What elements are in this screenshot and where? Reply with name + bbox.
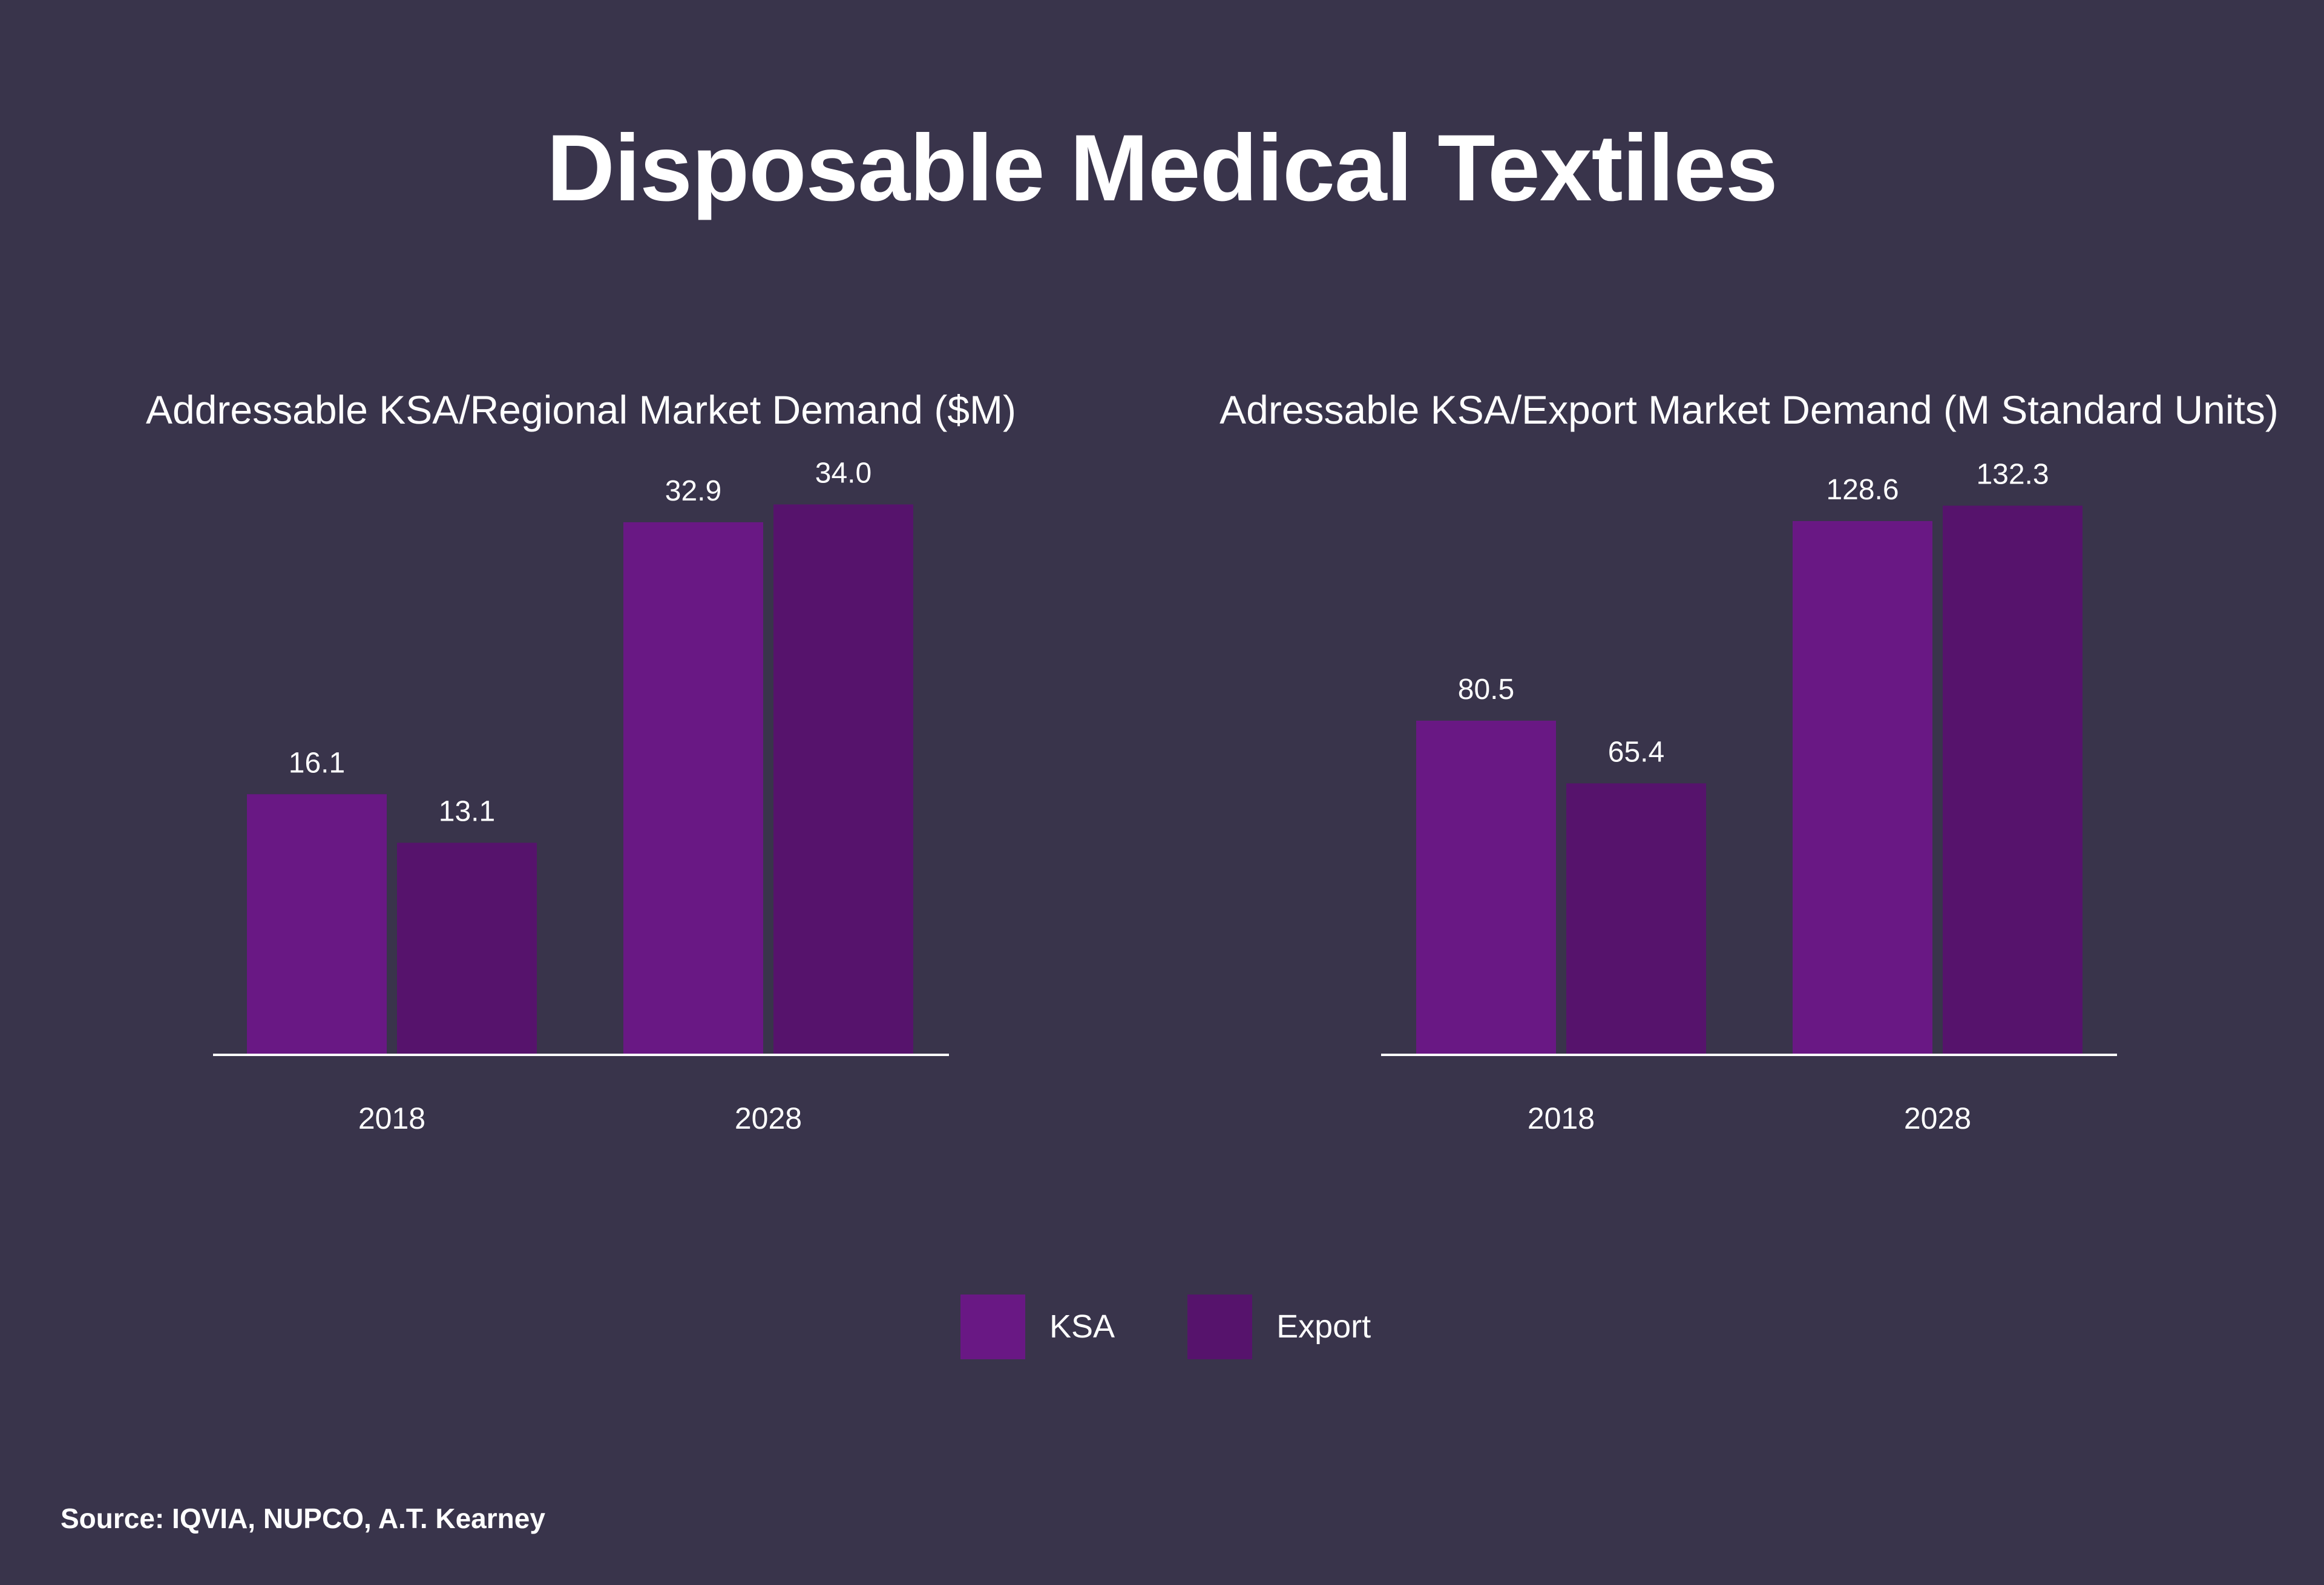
legend-item-export: Export: [1187, 1294, 1371, 1359]
data-label-ksa-2028: 32.9: [665, 475, 721, 507]
legend-swatch-export: [1187, 1294, 1253, 1359]
x-tick-label-2028: 2028: [1904, 1101, 1971, 1135]
bar-export-2018: [397, 842, 537, 1055]
chart-2-title: Adressable KSA/Export Market Demand (M S…: [1219, 387, 2279, 432]
data-label-ksa-2028: 128.6: [1826, 474, 1899, 506]
source-note: Source: IQVIA, NUPCO, A.T. Kearney: [61, 1503, 545, 1534]
x-tick-label-2018: 2018: [358, 1101, 425, 1135]
x-tick-label-2028: 2028: [735, 1101, 802, 1135]
legend-label-ksa: KSA: [1049, 1308, 1115, 1345]
bar-ksa-2028: [1793, 520, 1932, 1055]
bar-export-2028: [1943, 505, 2083, 1055]
page-title: Disposable Medical Textiles: [547, 116, 1778, 221]
data-label-export-2028: 34.0: [815, 458, 872, 490]
chart-1-title: Addressable KSA/Regional Market Demand (…: [146, 387, 1016, 432]
bar-ksa-2028: [623, 522, 763, 1055]
x-tick-label-2018: 2018: [1528, 1101, 1595, 1135]
legend-item-ksa: KSA: [960, 1294, 1115, 1359]
data-label-ksa-2018: 16.1: [289, 747, 345, 779]
bar-export-2018: [1566, 783, 1706, 1055]
data-label-export-2028: 132.3: [1976, 459, 2049, 491]
bar-export-2028: [773, 504, 913, 1055]
legend-swatch-ksa: [960, 1294, 1025, 1359]
data-label-ksa-2018: 80.5: [1458, 674, 1514, 706]
bar-ksa-2018: [1416, 720, 1556, 1055]
data-label-export-2018: 13.1: [439, 796, 495, 828]
bar-ksa-2018: [247, 794, 387, 1055]
legend: KSA Export: [960, 1294, 1443, 1359]
data-label-export-2018: 65.4: [1608, 736, 1664, 768]
legend-label-export: Export: [1276, 1308, 1371, 1345]
